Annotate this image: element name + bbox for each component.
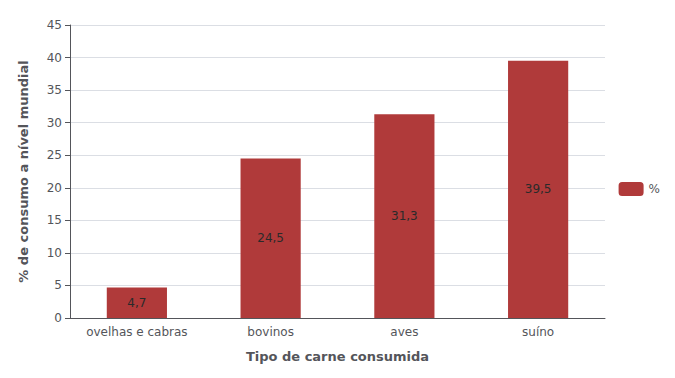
svg-text:31,3: 31,3 <box>391 209 418 223</box>
svg-text:15: 15 <box>47 213 62 227</box>
svg-text:39,5: 39,5 <box>525 182 552 196</box>
svg-text:suíno: suíno <box>522 325 554 339</box>
svg-text:45: 45 <box>47 18 62 32</box>
svg-text:10: 10 <box>47 246 62 260</box>
svg-text:4,7: 4,7 <box>127 296 146 310</box>
svg-text:24,5: 24,5 <box>257 231 284 245</box>
svg-text:ovelhas e cabras: ovelhas e cabras <box>86 325 188 339</box>
svg-text:%: % <box>649 182 660 196</box>
svg-text:35: 35 <box>47 83 62 97</box>
svg-text:40: 40 <box>47 51 62 65</box>
svg-text:aves: aves <box>390 325 418 339</box>
svg-text:0: 0 <box>54 311 62 325</box>
svg-text:25: 25 <box>47 148 62 162</box>
svg-text:Tipo de carne consumida: Tipo de carne consumida <box>246 349 429 364</box>
svg-text:% de consumo a nível mundial: % de consumo a nível mundial <box>16 60 31 282</box>
svg-text:20: 20 <box>47 181 62 195</box>
svg-text:30: 30 <box>47 116 62 130</box>
svg-text:5: 5 <box>54 278 62 292</box>
svg-text:bovinos: bovinos <box>247 325 294 339</box>
